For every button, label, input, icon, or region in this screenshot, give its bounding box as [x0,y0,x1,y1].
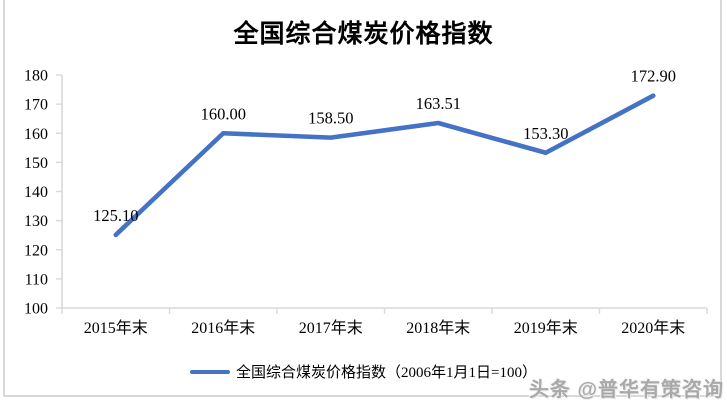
chart-legend: 全国综合煤炭价格指数（2006年1月1日=100） [0,361,727,382]
y-axis-tick-label: 170 [24,97,48,114]
x-axis-label: 2017年末 [299,319,363,337]
y-axis-tick-label: 110 [25,271,48,288]
legend-line-marker [190,369,231,374]
y-axis-tick-label: 150 [24,155,48,172]
x-axis-label: 2015年末 [84,319,148,337]
y-axis-tick-label: 100 [24,301,48,318]
legend-series-label: 全国综合煤炭价格指数（2006年1月1日=100） [236,365,537,381]
data-label: 160.00 [201,104,246,123]
data-label: 163.51 [416,94,461,113]
x-axis-label: 2020年末 [621,319,685,337]
y-axis-tick-label: 130 [24,213,48,230]
y-axis-tick-label: 120 [24,242,48,259]
data-label: 125.10 [93,206,138,225]
x-axis-label: 2019年末 [514,319,578,337]
y-axis-tick-label: 140 [24,184,48,201]
y-axis-tick-label: 180 [24,68,48,85]
chart-title: 全国综合煤炭价格指数 [233,21,494,48]
y-axis-tick-label: 160 [24,126,48,143]
x-axis-label: 2018年末 [406,319,470,337]
watermark-toutiao: 头条 @普华有策咨询 [528,379,724,401]
data-label: 153.30 [523,124,568,143]
price-index-line [113,93,656,238]
data-label: 172.90 [631,67,676,86]
x-axis-label: 2016年末 [191,319,255,337]
data-label: 158.50 [308,109,353,128]
